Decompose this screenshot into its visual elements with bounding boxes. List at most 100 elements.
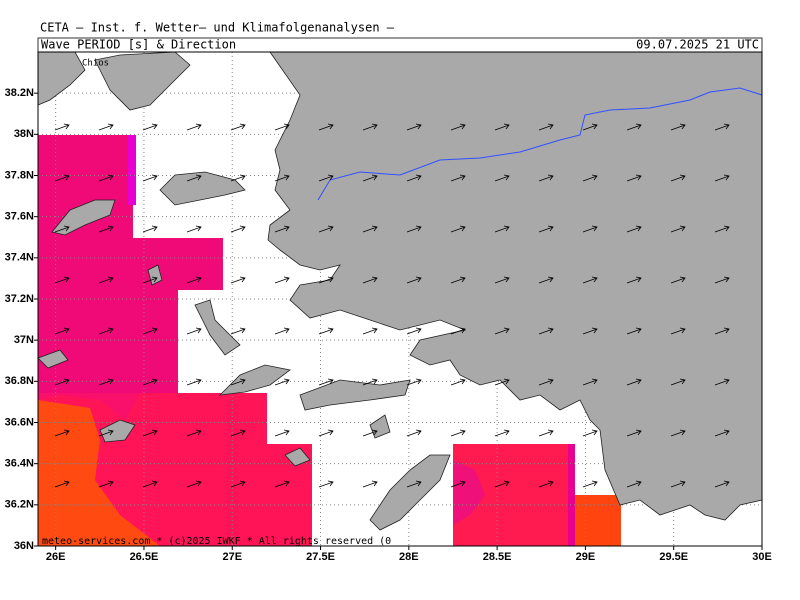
arrow: [230, 276, 246, 284]
period-field: [575, 495, 621, 546]
arrow: [230, 327, 246, 335]
arrow: [362, 327, 378, 335]
arrow: [362, 225, 378, 233]
arrow: [54, 123, 70, 131]
arrow: [714, 123, 730, 131]
arrow: [362, 276, 378, 284]
arrow: [494, 174, 510, 182]
arrow: [54, 480, 70, 488]
arrow: [670, 480, 686, 488]
arrow: [450, 276, 466, 284]
arrow: [54, 429, 70, 437]
arrow: [186, 123, 202, 131]
arrow: [538, 378, 554, 386]
ticks: 26E 26.5E 27E 27.5E 28E 28.5E 29E 29.5E 30E 36N 36…: [5, 87, 772, 563]
arrow: [142, 123, 158, 131]
arrow: [494, 225, 510, 233]
lat-tick-label: 36.2N: [5, 499, 34, 511]
arrow: [538, 480, 554, 488]
arrow: [406, 276, 422, 284]
arrow: [714, 327, 730, 335]
island: [284, 447, 311, 467]
arrow: [406, 327, 422, 335]
arrow: [538, 123, 554, 131]
arrow: [230, 378, 246, 386]
arrow: [626, 123, 642, 131]
arrow: [406, 480, 422, 488]
arrow: [538, 327, 554, 335]
arrow: [626, 429, 642, 437]
arrow: [494, 327, 510, 335]
arrow: [362, 480, 378, 488]
lat-tick-label: 36N: [14, 540, 34, 552]
arrow: [274, 174, 290, 182]
arrow: [54, 276, 70, 284]
lon-tick-label: 29.5E: [659, 551, 688, 563]
arrow: [186, 429, 202, 437]
arrow: [142, 429, 158, 437]
arrow: [54, 378, 70, 386]
arrow: [670, 225, 686, 233]
arrow: [450, 429, 466, 437]
arrow: [54, 327, 70, 335]
arrow: [406, 378, 422, 386]
arrow: [626, 276, 642, 284]
arrow: [626, 327, 642, 335]
arrow: [626, 378, 642, 386]
mainland: [267, 51, 763, 521]
island: [299, 379, 411, 411]
lat-tick-label: 37.2N: [5, 293, 34, 305]
period-field: [38, 135, 223, 393]
lat-tick-label: 36.8N: [5, 375, 34, 387]
arrow: [98, 378, 114, 386]
arrow: [230, 174, 246, 182]
lon-tick-label: 29E: [576, 551, 596, 563]
arrow: [582, 225, 598, 233]
arrow: [54, 174, 70, 182]
arrow: [406, 174, 422, 182]
lat-tick-label: 38N: [14, 128, 34, 140]
arrow: [274, 378, 290, 386]
arrow: [142, 174, 158, 182]
arrow: [362, 378, 378, 386]
arrow: [714, 480, 730, 488]
arrow: [142, 225, 158, 233]
arrow: [626, 225, 642, 233]
lat-tick-label: 38.2N: [5, 87, 34, 99]
arrow: [450, 123, 466, 131]
arrow: [406, 225, 422, 233]
arrow: [406, 123, 422, 131]
period-field: [453, 444, 575, 546]
arrow: [582, 327, 598, 335]
parameter: Wave PERIOD [s] & Direction: [41, 38, 236, 52]
arrow: [714, 225, 730, 233]
arrow: [406, 429, 422, 437]
arrow: [98, 174, 114, 182]
period-field: [453, 460, 485, 525]
arrow: [670, 123, 686, 131]
arrow: [274, 429, 290, 437]
arrow: [142, 327, 158, 335]
arrow: [274, 276, 290, 284]
arrow: [186, 378, 202, 386]
island: [194, 299, 241, 356]
arrow: [538, 276, 554, 284]
lat-tick-label: 37.4N: [5, 252, 34, 264]
arrow: [98, 480, 114, 488]
arrow: [714, 378, 730, 386]
arrow: [142, 378, 158, 386]
arrow: [318, 174, 334, 182]
lon-tick-label: 27E: [222, 551, 242, 563]
arrow: [494, 276, 510, 284]
arrow: [54, 225, 70, 233]
arrow: [582, 378, 598, 386]
arrow: [186, 276, 202, 284]
arrow: [230, 429, 246, 437]
arrow: [274, 480, 290, 488]
lon-tick-label: 30E: [752, 551, 772, 563]
header-title: CETA — Inst. f. Wetter— und Klimafolgena…: [40, 21, 395, 35]
arrow: [318, 429, 334, 437]
arrow: [274, 327, 290, 335]
arrow: [582, 429, 598, 437]
arrow: [318, 276, 334, 284]
